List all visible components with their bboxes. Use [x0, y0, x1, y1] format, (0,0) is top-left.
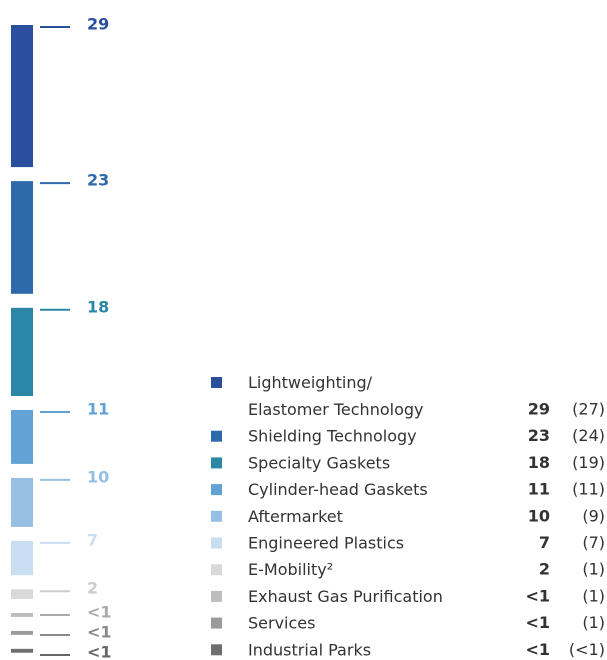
legend-swatch — [211, 564, 222, 576]
prior-value-label: (11) — [572, 480, 605, 499]
value-label: 10 — [528, 506, 550, 525]
legend-label: E-Mobility² — [248, 560, 333, 579]
segment — [11, 410, 33, 464]
prior-value-label: (1) — [582, 560, 605, 579]
value-label: <1 — [525, 586, 550, 605]
legend-swatch — [211, 484, 222, 496]
legend-label: Shielding Technology — [248, 426, 417, 445]
segment — [11, 630, 33, 635]
value-label: 29 — [528, 400, 550, 419]
prior-value-label: (27) — [572, 400, 605, 419]
prior-value-label: (7) — [582, 533, 605, 552]
segment — [11, 648, 33, 653]
legend-label: Cylinder-head Gaskets — [248, 480, 428, 499]
segment-label: 23 — [87, 171, 109, 190]
legend-label: Aftermarket — [248, 506, 343, 525]
segment-label: 7 — [87, 530, 98, 549]
legend-label: Engineered Plastics — [248, 533, 404, 552]
segment — [11, 307, 33, 396]
legend-swatch — [211, 590, 222, 602]
legend-label: Specialty Gaskets — [248, 453, 390, 472]
prior-value-label: (24) — [572, 426, 605, 445]
segment-label: 10 — [87, 467, 109, 486]
segment-label: 11 — [87, 400, 109, 419]
legend-swatch — [211, 510, 222, 522]
segment-label: <1 — [87, 643, 112, 660]
prior-value-label: (9) — [582, 506, 605, 525]
legend-swatch — [211, 617, 222, 629]
value-label: <1 — [525, 640, 550, 659]
segment — [11, 613, 33, 617]
prior-value-label: (1) — [582, 586, 605, 605]
prior-value-label: (1) — [582, 613, 605, 632]
value-label: 23 — [528, 426, 550, 445]
value-label: 18 — [528, 453, 550, 472]
segment-label: <1 — [87, 623, 112, 642]
prior-value-label: (19) — [572, 453, 605, 472]
segment — [11, 589, 33, 599]
segment — [11, 181, 33, 294]
legend-label: Exhaust Gas Purification — [248, 586, 443, 605]
legend-swatch — [211, 430, 222, 442]
legend-swatch — [211, 377, 222, 388]
legend-label: Industrial Parks — [248, 640, 371, 659]
legend-swatch — [211, 644, 222, 656]
segment — [11, 540, 33, 576]
segment-label: 29 — [87, 15, 109, 34]
legend-swatch — [211, 457, 222, 469]
segment-label: 2 — [87, 579, 98, 598]
value-label: <1 — [525, 613, 550, 632]
segment — [11, 25, 33, 168]
segment-label: <1 — [87, 603, 112, 622]
legend-label: Services — [248, 613, 315, 632]
value-label: 7 — [539, 533, 550, 552]
segment — [11, 477, 33, 527]
legend-swatch — [211, 537, 222, 549]
segment-label: 18 — [87, 297, 109, 316]
value-label: 11 — [528, 480, 550, 499]
legend-label: Lightweighting/Elastomer Technology — [248, 373, 423, 419]
prior-value-label: (<1) — [569, 640, 605, 659]
value-label: 2 — [539, 560, 550, 579]
